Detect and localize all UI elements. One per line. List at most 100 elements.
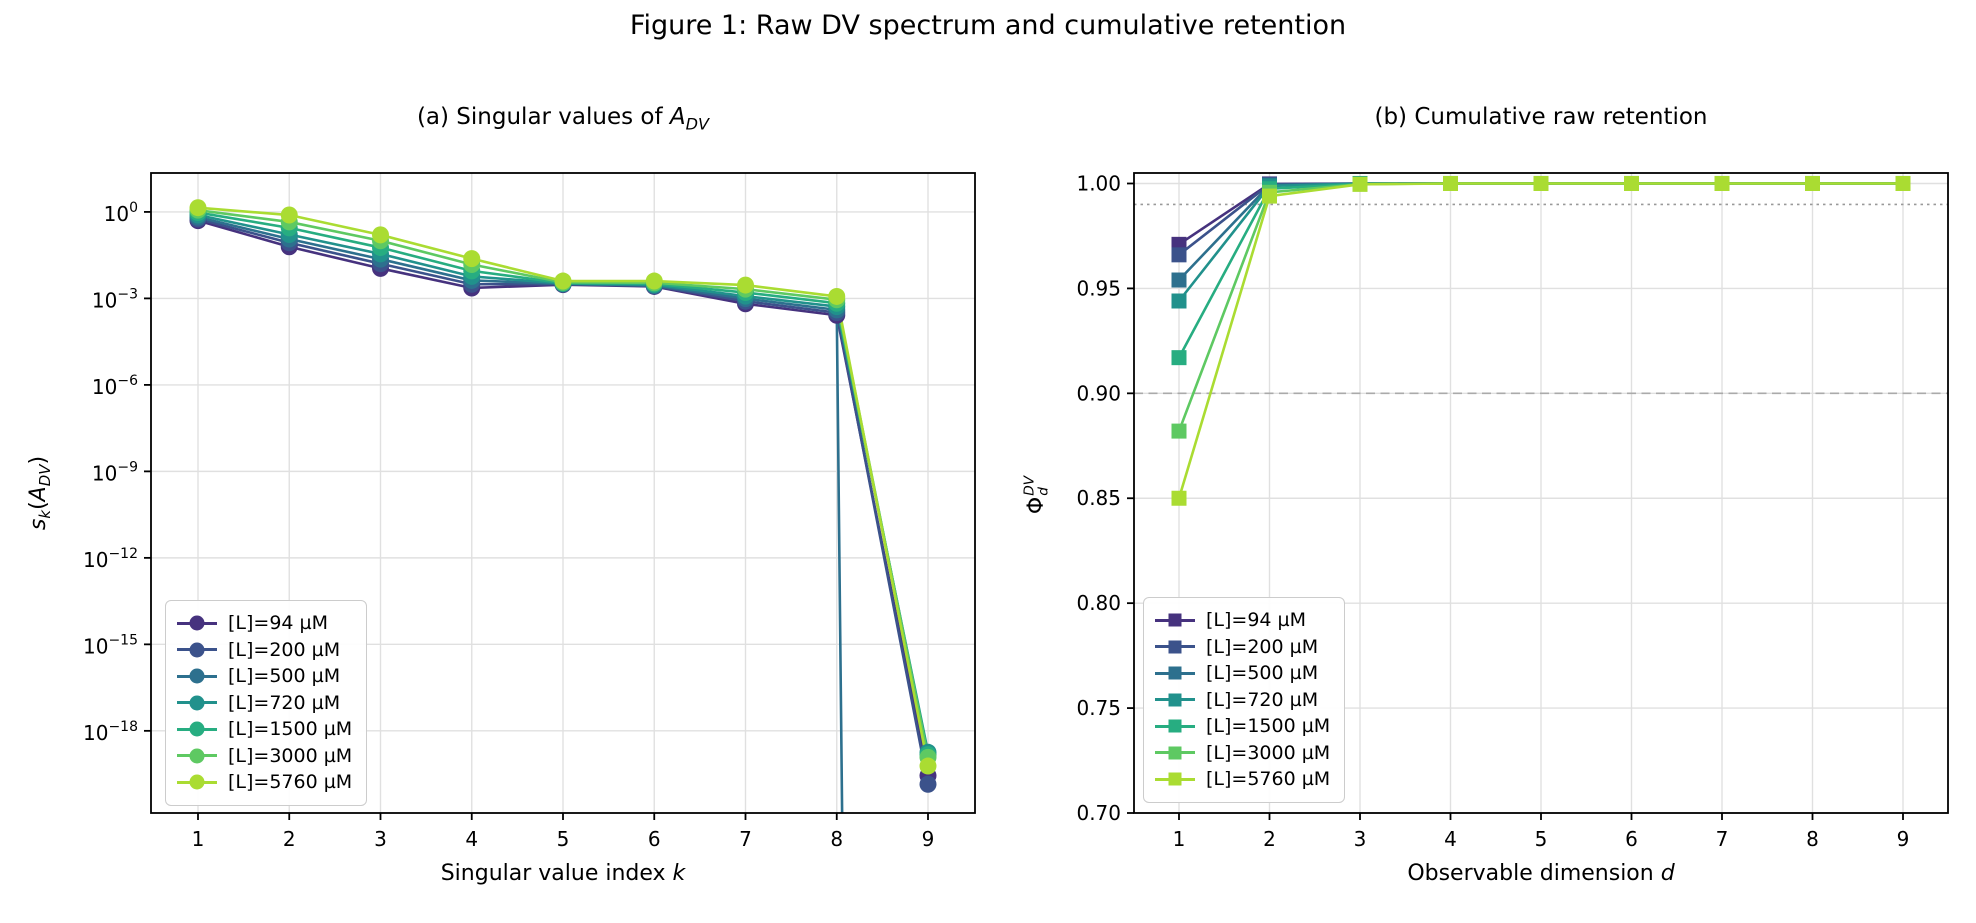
legend-sample-square-icon [1155,691,1195,709]
y-tick-label: 10−3 [92,286,138,312]
series-marker-circle [919,757,937,775]
legend-item: [L]=500 µM [1155,660,1330,687]
series-marker-square [1352,176,1368,192]
legend-label: [L]=500 µM [228,665,341,688]
legend-marker-circle [189,668,205,684]
x-tick-label: 2 [283,827,296,851]
series-marker-circle [189,199,207,217]
legend-item: [L]=94 µM [177,610,352,637]
panel-b-title: (b) Cumulative raw retention [1374,104,1708,130]
panel-a-xlabel-text: Singular value index [440,861,673,886]
series-group [189,199,937,813]
x-tick-label: 1 [192,827,205,851]
panel-b-ylabel: Φ DV d [1022,476,1052,514]
panel-a-xlabel-var: k [672,861,686,886]
legend-marker-square [1168,772,1182,786]
y-tick-label: 0.75 [1076,696,1121,720]
legend-sample-square-icon [1155,664,1195,682]
legend-item: [L]=500 µM [177,663,352,690]
x-tick-label: 3 [374,827,387,851]
series-marker-square [1171,423,1187,439]
legend-sample-circle-icon [177,614,217,632]
y-tick-label: 10−9 [92,459,138,485]
series-marker-square [1171,247,1187,263]
panel-a-title: (a) Singular values of ADV [151,104,975,134]
ylabel-s-sub: k [36,509,55,519]
legend-sample-circle-icon [177,720,217,738]
legend-item: [L]=200 µM [1155,634,1330,661]
legend-label: [L]=3000 µM [1206,741,1331,764]
series-marker-square [1262,188,1277,204]
legend-item: [L]=3000 µM [177,743,352,770]
x-tick-label: 1 [1173,827,1186,851]
legend-label: [L]=94 µM [228,612,329,635]
legend-marker-circle [189,695,205,711]
series-marker-square [1443,175,1458,191]
legend-label: [L]=500 µM [1206,662,1319,685]
y-tick-label: 10−18 [83,719,138,745]
series-marker-circle [737,276,754,294]
panel-a-legend: [L]=94 µM [L]=200 µM [L]=500 µM [L]=720 µM [… [165,600,368,806]
panel-b-xlabel: Observable dimension d [1134,861,1948,886]
legend-item: [L]=1500 µM [177,716,352,743]
series-marker-square [1171,350,1187,366]
x-tick-label: 6 [648,827,661,851]
y-tick-label: 0.80 [1076,591,1121,615]
legend-item: [L]=200 µM [177,637,352,664]
legend-sample-square-icon [1155,638,1195,656]
legend-marker-circle [189,642,205,658]
x-tick-label: 7 [739,827,752,851]
panel-b: 1 2 3 4 5 6 7 8 9 1.00 0.95 0.90 0.85 0.80 0.75 0.70 [1076,171,1949,851]
series-marker-circle [645,272,663,290]
legend-marker-circle [189,615,205,631]
series-marker-square [1171,272,1187,288]
legend-label: [L]=3000 µM [228,744,353,767]
ylabel-open: ( [25,501,51,510]
x-tick-label: 4 [1444,827,1457,851]
x-tick-label: 5 [1535,827,1548,851]
legend-item: [L]=5760 µM [1155,766,1330,793]
legend-label: [L]=5760 µM [228,771,353,794]
legend-item: [L]=94 µM [1155,607,1330,634]
x-tick-label: 8 [1806,827,1819,851]
legend-marker-square [1168,666,1182,680]
legend-marker-circle [189,748,205,764]
x-tick-label: 2 [1263,827,1276,851]
y-tick-label: 0.85 [1076,486,1121,510]
legend-marker-circle [189,721,205,737]
legend-label: [L]=1500 µM [228,718,353,741]
panel-b-xlabel-text: Observable dimension [1407,861,1661,886]
x-tick-label: 8 [830,827,843,851]
y-tick-label: 10−6 [92,373,138,399]
legend-label: [L]=5760 µM [1206,768,1331,791]
panel-a-ylabel: sk(ADV) [26,456,54,530]
series-marker-square [1533,175,1549,191]
y-tick-label: 100 [104,200,138,226]
panel-a-title-var-sub: DV [685,114,710,134]
series-marker-square [1624,175,1639,191]
legend-item: [L]=1500 µM [1155,713,1330,740]
legend-label: [L]=720 µM [228,691,341,714]
series-marker-circle [828,287,846,305]
legend-sample-circle-icon [177,641,217,659]
legend-marker-square [1168,613,1182,627]
legend-label: [L]=200 µM [1206,635,1319,658]
legend-label: [L]=94 µM [1206,609,1307,632]
series-marker-circle [554,272,572,290]
series-marker-square [1171,293,1187,309]
figure-title: Figure 1: Raw DV spectrum and cumulative… [629,10,1347,41]
y-tick-label: 0.95 [1076,276,1121,300]
x-tick-label: 4 [465,827,478,851]
series-marker-circle [280,206,298,224]
x-tick-label: 7 [1716,827,1729,851]
series-marker-circle [372,226,389,244]
ylabel-close: ) [25,455,51,465]
panel-a-title-text: (a) Singular values of [416,104,670,130]
legend-sample-square-icon [1155,611,1195,629]
series-marker-square [1895,175,1911,191]
legend-marker-square [1168,640,1182,654]
series-marker-circle [919,775,937,793]
y-tick-label: 0.70 [1076,801,1121,825]
